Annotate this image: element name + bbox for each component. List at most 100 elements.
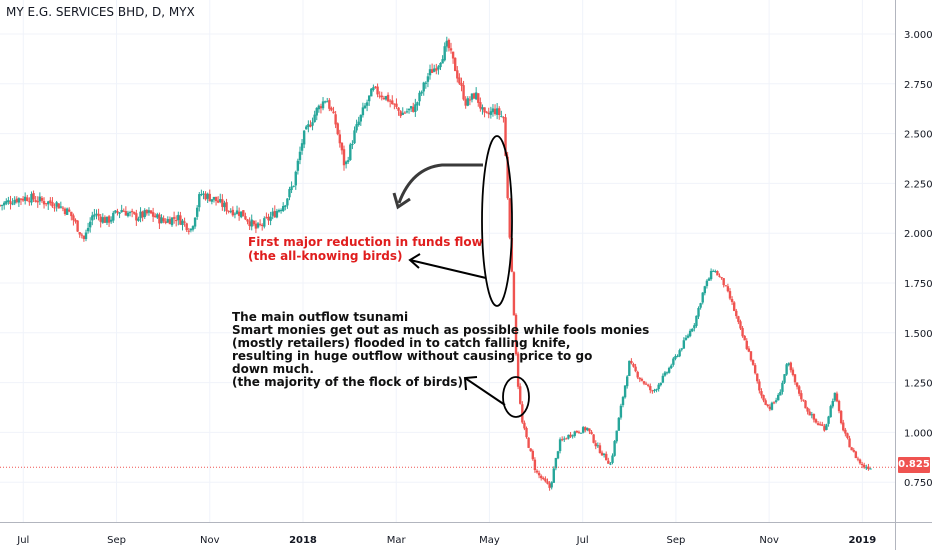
candle-body <box>386 94 390 102</box>
candle-body <box>393 103 396 105</box>
annotation-first-reduction: First major reduction in funds flow (the… <box>248 235 483 263</box>
candle-body <box>657 384 660 390</box>
candle-body <box>403 112 407 114</box>
candle-body <box>32 193 35 200</box>
candle-body <box>789 362 793 371</box>
candle-body <box>44 203 48 205</box>
annotation-line: (the majority of the flock of birds) <box>232 375 463 389</box>
candle-body <box>380 95 383 98</box>
candle-body <box>336 123 339 135</box>
candle-body <box>642 381 646 384</box>
candle-body <box>676 355 679 357</box>
annotation-line: (the all-knowing birds) <box>248 249 403 263</box>
candle-body <box>208 193 211 202</box>
candle-body <box>542 477 545 479</box>
candle-body <box>78 232 81 235</box>
x-tick-label: Jul <box>16 535 29 546</box>
candle-body <box>600 452 604 456</box>
candle-body <box>250 219 253 227</box>
candle-body <box>659 382 662 386</box>
candle-body <box>867 466 870 470</box>
candle-body <box>80 234 84 236</box>
candle-body <box>732 302 736 311</box>
candle-body <box>634 366 637 372</box>
candle-body <box>179 215 182 225</box>
candle-body <box>831 401 834 407</box>
candle-body <box>781 382 784 392</box>
candle-body <box>175 220 178 222</box>
candle-body <box>420 91 423 94</box>
candle-body <box>751 359 755 365</box>
candle-body <box>107 216 111 223</box>
candle-body <box>328 100 331 109</box>
candle-body <box>563 438 566 440</box>
candle-body <box>254 223 258 229</box>
candle-body <box>378 95 381 97</box>
candle-body <box>326 101 329 103</box>
ellipse-outflow-large <box>481 135 513 307</box>
candle-body <box>84 232 88 240</box>
candle-body <box>342 149 346 166</box>
candle-body <box>550 482 553 488</box>
candle-body <box>753 365 757 374</box>
candle-body <box>613 441 616 456</box>
candle-body <box>783 374 786 383</box>
candle-body <box>800 393 803 400</box>
candle-body <box>315 107 318 116</box>
candle-body <box>554 457 558 469</box>
ellipse-outflow-small <box>502 376 530 418</box>
candle-body <box>124 211 128 216</box>
candle-body <box>405 111 409 113</box>
candle-body <box>764 400 767 405</box>
candle-body <box>141 211 144 218</box>
candle-body <box>483 107 486 113</box>
candle-body <box>466 98 469 106</box>
x-tick-label: Mar <box>387 535 407 546</box>
candle-body <box>835 393 839 402</box>
candle-body <box>533 459 537 471</box>
candle-body <box>491 108 495 113</box>
candle-body <box>185 223 188 231</box>
candle-body <box>357 121 360 126</box>
candle-body <box>294 171 297 186</box>
candle-body <box>204 193 207 200</box>
candle-body <box>271 211 274 216</box>
candle-body <box>70 211 73 217</box>
candle-body <box>97 213 100 217</box>
candle-body <box>493 108 497 115</box>
candle-body <box>206 193 209 199</box>
candle-body <box>825 424 828 430</box>
candle-body <box>181 220 184 226</box>
candle-body <box>644 383 648 385</box>
candle-body <box>502 117 505 119</box>
annotation-line: down much. <box>232 362 314 376</box>
candle-body <box>806 408 809 412</box>
x-tick-label: Sep <box>666 535 685 546</box>
candle-body <box>728 291 732 299</box>
candle-body <box>265 216 268 218</box>
candle-body <box>810 414 813 416</box>
last-price-label: 0.825 <box>898 457 930 473</box>
candle-body <box>510 237 514 272</box>
candle-body <box>498 108 501 116</box>
candle-body <box>231 209 235 216</box>
candle-body <box>38 196 42 202</box>
candle-body <box>674 356 677 359</box>
candle-body <box>636 371 639 378</box>
candle-body <box>363 105 367 109</box>
candle-body <box>516 353 520 387</box>
candle-body <box>384 96 388 100</box>
candle-body <box>200 194 203 196</box>
candle-body <box>219 198 222 202</box>
candle-body <box>495 108 499 115</box>
candle-body <box>672 358 675 365</box>
candle-body <box>468 99 472 101</box>
candle-body <box>202 193 205 195</box>
candle-body <box>47 201 50 205</box>
candle-body <box>441 59 444 64</box>
candle-body <box>770 402 774 410</box>
candle-body <box>854 451 858 459</box>
candle-body <box>777 394 780 401</box>
candle-body <box>355 124 358 131</box>
candle-body <box>162 218 165 222</box>
